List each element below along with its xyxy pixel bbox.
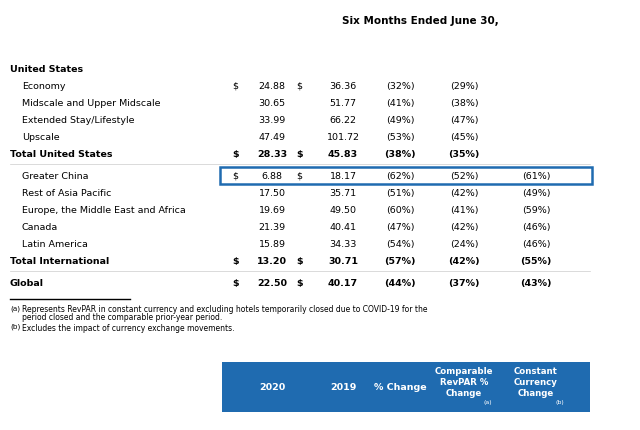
Text: $: $ (296, 82, 302, 91)
Text: 36.36: 36.36 (330, 82, 356, 91)
Text: 21.39: 21.39 (259, 222, 285, 231)
Text: (b): (b) (556, 399, 564, 405)
Text: 35.71: 35.71 (330, 189, 356, 197)
Text: (43%): (43%) (520, 278, 552, 287)
Text: (46%): (46%) (522, 240, 550, 249)
Text: Extended Stay/Lifestyle: Extended Stay/Lifestyle (22, 116, 134, 125)
Text: (47%): (47%) (386, 222, 414, 231)
Text: 34.33: 34.33 (330, 240, 356, 249)
Text: 24.88: 24.88 (259, 82, 285, 91)
Text: (24%): (24%) (450, 240, 478, 249)
Text: (51%): (51%) (386, 189, 414, 197)
Text: Excludes the impact of currency exchange movements.: Excludes the impact of currency exchange… (22, 323, 234, 332)
Text: period closed and the comparable prior-year period.: period closed and the comparable prior-y… (22, 312, 222, 321)
Text: Six Months Ended June 30,: Six Months Ended June 30, (342, 16, 499, 26)
Text: (41%): (41%) (450, 206, 478, 215)
Text: (37%): (37%) (448, 278, 480, 287)
Text: 49.50: 49.50 (330, 206, 356, 215)
Text: 101.72: 101.72 (326, 133, 360, 141)
Text: United States: United States (10, 65, 83, 74)
Text: (54%): (54%) (386, 240, 414, 249)
Text: 2020: 2020 (259, 383, 285, 392)
Text: (44%): (44%) (384, 278, 416, 287)
Text: % Change: % Change (374, 383, 426, 392)
Text: (38%): (38%) (384, 150, 416, 159)
Bar (220, 168, 592, 184)
Text: Europe, the Middle East and Africa: Europe, the Middle East and Africa (22, 206, 186, 215)
Text: Canada: Canada (22, 222, 58, 231)
Text: 17.50: 17.50 (259, 189, 285, 197)
Text: (29%): (29%) (450, 82, 478, 91)
Text: $: $ (232, 172, 238, 181)
Text: (a): (a) (10, 304, 20, 311)
Text: Total International: Total International (10, 256, 109, 265)
Text: (55%): (55%) (520, 256, 552, 265)
Text: $: $ (232, 256, 239, 265)
Text: (49%): (49%) (386, 116, 414, 125)
Text: Economy: Economy (22, 82, 65, 91)
Text: Midscale and Upper Midscale: Midscale and Upper Midscale (22, 99, 161, 108)
Text: Total United States: Total United States (10, 150, 113, 159)
Text: 47.49: 47.49 (259, 133, 285, 141)
Text: 2019: 2019 (330, 383, 356, 392)
Text: (a): (a) (484, 399, 493, 405)
Text: (61%): (61%) (522, 172, 550, 181)
Text: 33.99: 33.99 (259, 116, 285, 125)
Text: $: $ (296, 150, 303, 159)
Text: (b): (b) (10, 323, 20, 330)
Text: (45%): (45%) (450, 133, 478, 141)
Bar (222, 362, 590, 412)
Text: 30.71: 30.71 (328, 256, 358, 265)
Text: (62%): (62%) (386, 172, 414, 181)
Text: Upscale: Upscale (22, 133, 60, 141)
Text: (35%): (35%) (448, 150, 480, 159)
Text: (38%): (38%) (450, 99, 478, 108)
Text: Comparable
RevPAR %
Change: Comparable RevPAR % Change (435, 366, 493, 397)
Text: (49%): (49%) (522, 189, 550, 197)
Text: $: $ (232, 278, 239, 287)
Text: 40.17: 40.17 (328, 278, 358, 287)
Text: Latin America: Latin America (22, 240, 88, 249)
Text: 15.89: 15.89 (259, 240, 285, 249)
Text: 13.20: 13.20 (257, 256, 287, 265)
Text: (46%): (46%) (522, 222, 550, 231)
Text: $: $ (296, 278, 303, 287)
Text: Constant
Currency
Change: Constant Currency Change (514, 366, 558, 397)
Text: $: $ (296, 172, 302, 181)
Text: $: $ (296, 256, 303, 265)
Text: Represents RevPAR in constant currency and excluding hotels temporarily closed d: Represents RevPAR in constant currency a… (22, 304, 428, 313)
Text: 45.83: 45.83 (328, 150, 358, 159)
Text: 28.33: 28.33 (257, 150, 287, 159)
Text: $: $ (232, 150, 239, 159)
Text: (57%): (57%) (384, 256, 416, 265)
Text: (53%): (53%) (386, 133, 414, 141)
Text: Rest of Asia Pacific: Rest of Asia Pacific (22, 189, 111, 197)
Text: 19.69: 19.69 (259, 206, 285, 215)
Text: (42%): (42%) (450, 189, 478, 197)
Text: 18.17: 18.17 (330, 172, 356, 181)
Text: 51.77: 51.77 (330, 99, 356, 108)
Text: 66.22: 66.22 (330, 116, 356, 125)
Text: 40.41: 40.41 (330, 222, 356, 231)
Text: 30.65: 30.65 (259, 99, 285, 108)
Text: (60%): (60%) (386, 206, 414, 215)
Text: (47%): (47%) (450, 116, 478, 125)
Text: (52%): (52%) (450, 172, 478, 181)
Text: (42%): (42%) (448, 256, 480, 265)
Text: (32%): (32%) (386, 82, 414, 91)
Text: 22.50: 22.50 (257, 278, 287, 287)
Text: (59%): (59%) (522, 206, 550, 215)
Text: Greater China: Greater China (22, 172, 88, 181)
Text: $: $ (232, 82, 238, 91)
Text: Global: Global (10, 278, 44, 287)
Text: 6.88: 6.88 (262, 172, 282, 181)
Text: (41%): (41%) (386, 99, 414, 108)
Text: (42%): (42%) (450, 222, 478, 231)
